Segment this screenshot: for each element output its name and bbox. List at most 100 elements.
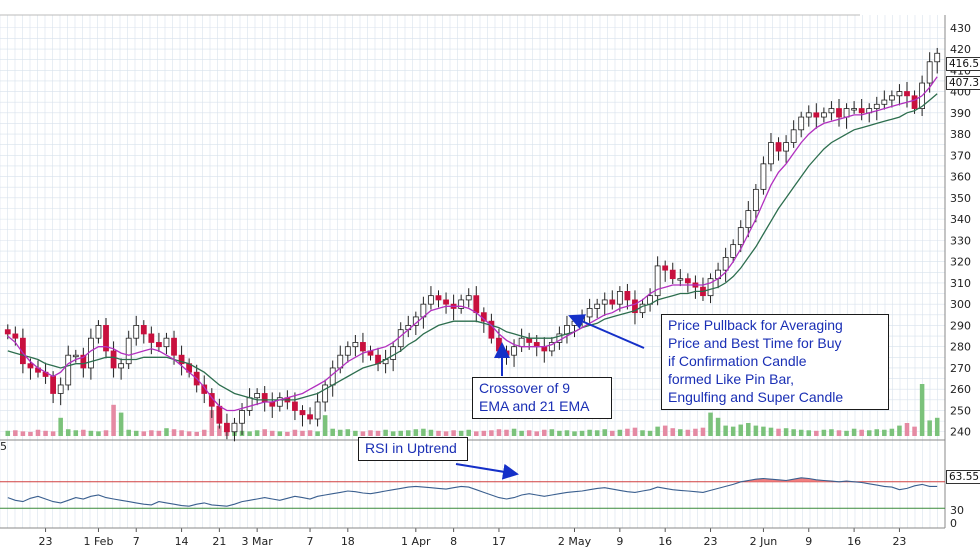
- volume-bar: [217, 425, 222, 436]
- volume-bar: [844, 430, 849, 436]
- volume-bar: [164, 428, 169, 436]
- volume-bar: [285, 431, 290, 436]
- candle-body: [843, 108, 850, 118]
- candle-body: [496, 337, 502, 352]
- volume-bar: [579, 430, 585, 436]
- volume-bar: [715, 417, 721, 436]
- candle-body: [858, 108, 865, 114]
- candle-body: [428, 295, 434, 305]
- volume-bar: [428, 429, 434, 436]
- price-tick-label: 420: [950, 43, 971, 56]
- rsi-annotation: RSI in Uptrend: [358, 437, 468, 461]
- volume-bar: [247, 431, 252, 436]
- candle-body: [775, 142, 782, 152]
- rsi-left-label: 5: [0, 440, 7, 453]
- volume-bar: [587, 429, 592, 436]
- volume-bar: [262, 429, 267, 436]
- candle-body: [616, 291, 623, 305]
- candle-body: [881, 99, 888, 105]
- axes: 240 250 260 270 280 290 300 310 320 330 340 350 360 3…: [0, 22, 971, 548]
- pullback-arrow: [568, 314, 645, 349]
- volume-bar: [640, 430, 645, 436]
- candle-body: [707, 278, 714, 297]
- price-tick-label: 270: [950, 362, 971, 375]
- candle-body: [571, 320, 578, 326]
- rsi-line: [7, 477, 938, 507]
- candle-body: [72, 354, 79, 358]
- price-tick-label: 370: [950, 149, 971, 162]
- price-tick-label: 310: [950, 277, 971, 290]
- volume-bar: [700, 427, 706, 436]
- candle-body: [4, 329, 11, 335]
- volume-bar: [511, 428, 517, 436]
- rsi-panel: [0, 477, 945, 509]
- volume-bar: [602, 429, 608, 436]
- candle-body: [730, 244, 737, 258]
- ema9-line: [7, 76, 938, 412]
- candle-body: [118, 363, 125, 369]
- candle-body: [828, 108, 835, 114]
- rsi-tick-label: 0: [950, 517, 957, 530]
- volume-bar: [149, 430, 154, 436]
- volume-bar: [133, 430, 139, 436]
- candle-body: [737, 227, 744, 246]
- candle-body: [684, 278, 691, 284]
- candle-body: [443, 299, 449, 305]
- volume-bar: [35, 429, 41, 436]
- x-tick-label: 9: [616, 535, 623, 548]
- volume-bar: [20, 431, 26, 436]
- candle-body: [677, 278, 684, 281]
- candle-body: [314, 401, 321, 420]
- candle-body: [798, 116, 805, 131]
- volume-bar: [851, 428, 857, 436]
- candle-body: [224, 422, 230, 433]
- candle-body: [752, 188, 759, 212]
- price-tick-label: 430: [950, 22, 971, 35]
- x-tick-label: 8: [450, 535, 457, 548]
- candle-body: [888, 95, 895, 101]
- volume-bar: [65, 429, 71, 436]
- volume-bar: [655, 426, 660, 436]
- volume-bar: [534, 431, 539, 436]
- volume-bar: [519, 430, 524, 436]
- candle-body: [820, 112, 827, 118]
- candle-body: [473, 295, 480, 314]
- volume-bar: [126, 429, 131, 436]
- volume-bar: [322, 415, 328, 436]
- candle-body: [503, 350, 510, 356]
- candle-body: [292, 401, 298, 411]
- candle-body: [133, 325, 140, 339]
- volume-bar: [730, 426, 736, 436]
- candle-body: [390, 346, 397, 360]
- candle-body: [246, 397, 253, 411]
- candle-body: [435, 295, 442, 301]
- volume-bar: [436, 430, 441, 436]
- candle-body: [163, 337, 170, 348]
- volume-bar: [836, 430, 842, 436]
- volume-bar: [708, 412, 713, 436]
- candle-body: [465, 295, 472, 301]
- volume-bar: [103, 430, 109, 436]
- x-tick-label: 9: [805, 535, 812, 548]
- candle-body: [103, 325, 109, 352]
- candle-body: [896, 91, 903, 97]
- candle-body: [609, 299, 616, 305]
- candle-body: [488, 320, 495, 339]
- volume-bar: [504, 429, 509, 436]
- candle-body: [125, 337, 132, 365]
- volume-bar: [58, 417, 63, 436]
- candle-body: [594, 303, 601, 309]
- volume-bar: [156, 430, 162, 436]
- candle-body: [307, 414, 313, 420]
- candle-body: [911, 95, 918, 109]
- candle-body: [934, 52, 941, 63]
- volume-bar: [746, 423, 751, 436]
- x-tick-label: 7: [307, 535, 314, 548]
- candle-body: [851, 108, 857, 111]
- volume-bar: [662, 425, 668, 436]
- volume-bar: [5, 430, 11, 436]
- rsi-arrow: [455, 463, 519, 480]
- volume-bar: [897, 425, 902, 436]
